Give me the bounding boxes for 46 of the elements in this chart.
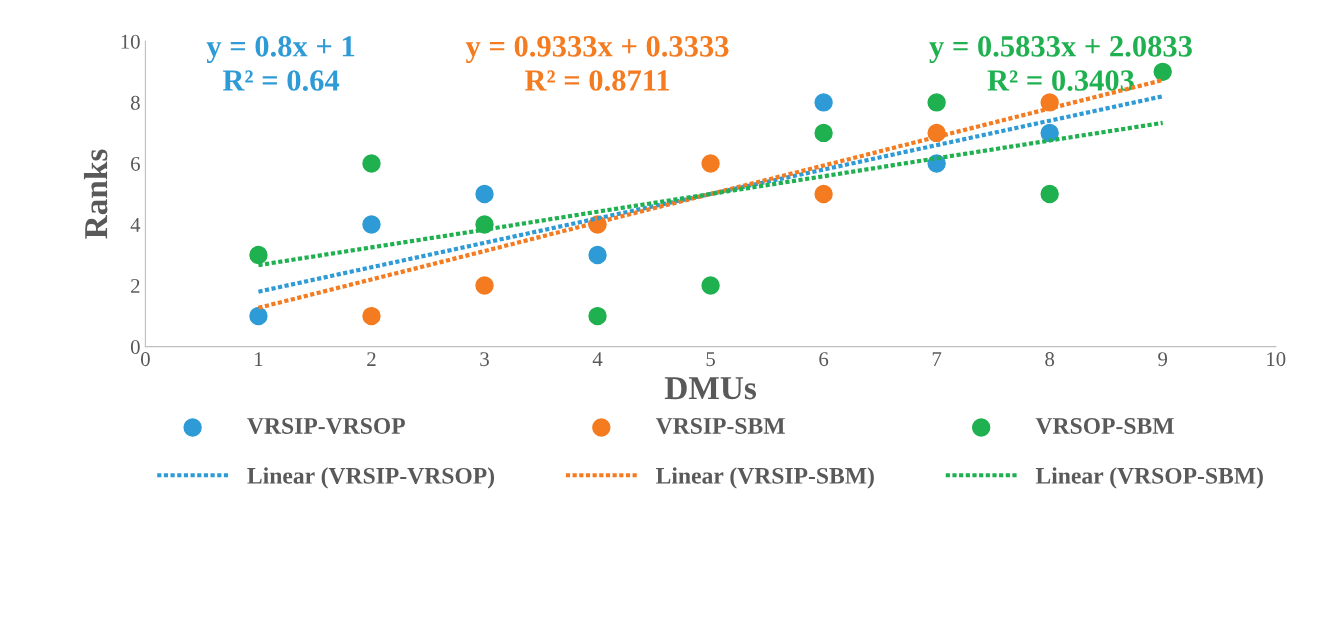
point [362, 215, 381, 234]
x-tick-label: 4 [592, 352, 603, 366]
legend-label: VRSOP-SBM [1035, 418, 1174, 435]
x-tick-label: 2 [367, 352, 376, 366]
y-tick-label: 4 [130, 218, 141, 232]
point [475, 184, 494, 204]
legend-label: VRSIP-VRSOP [247, 418, 405, 435]
point [814, 93, 833, 112]
legend-label: VRSIP-SBM [655, 418, 785, 435]
x-tick-label: 10 [1267, 352, 1286, 367]
y-tick-label: 0 [130, 339, 140, 355]
y-tick-label: 10 [121, 34, 140, 49]
legend-label: Linear (VRSIP-VRSOP) [247, 467, 495, 489]
x-tick-label: 9 [1158, 352, 1168, 367]
y-tick-label: 8 [130, 95, 140, 110]
y-tick-label: 6 [131, 156, 140, 171]
point [927, 93, 946, 112]
x-axis-title: DMUs [664, 377, 757, 400]
point [588, 245, 607, 265]
point [1040, 184, 1059, 204]
point [588, 306, 607, 326]
point [249, 306, 268, 326]
point [362, 154, 381, 173]
annotation: y = 0.9333x + 0.3333 R² = 0.8711 [465, 36, 729, 91]
point [475, 276, 494, 295]
x-tick-label: 5 [706, 352, 715, 367]
annotation: y = 0.8x + 1 R² = 0.64 [206, 36, 355, 91]
point [1153, 62, 1172, 82]
x-tick-label: 7 [932, 352, 942, 366]
legend-label: Linear (VRSOP-SBM) [1035, 467, 1263, 489]
point [1040, 123, 1059, 143]
x-tick-label: 6 [819, 352, 829, 367]
y-tick-label: 2 [131, 279, 140, 293]
point [701, 276, 720, 295]
annotation: y = 0.5833x + 2.0833 R² = 0.3403 [929, 36, 1192, 91]
y-axis-title: Ranks [83, 149, 108, 239]
point [814, 123, 833, 143]
point [814, 184, 833, 204]
point [249, 245, 268, 265]
x-tick-label: 3 [480, 352, 489, 367]
x-tick-label: 0 [141, 352, 150, 367]
point [701, 154, 720, 173]
x-tick-label: 1 [255, 352, 263, 366]
point [362, 306, 381, 326]
x-tick-label: 8 [1045, 352, 1055, 367]
legend-label: Linear (VRSIP-SBM) [656, 467, 874, 489]
